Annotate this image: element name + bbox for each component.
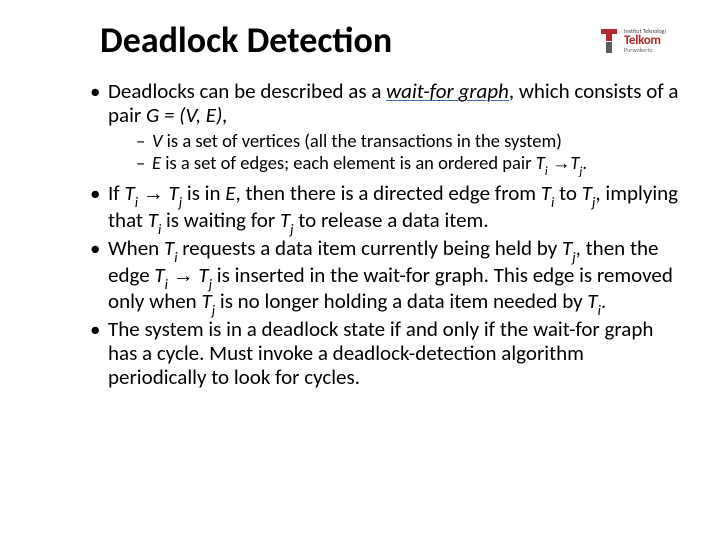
sub-bullet-list: V is a set of vertices (all the transact…: [108, 130, 680, 178]
text: T: [587, 288, 597, 314]
text: .: [601, 288, 606, 314]
text: T: [582, 180, 592, 206]
text: T: [164, 235, 174, 261]
bullet-4: The system is in a deadlock state if and…: [90, 318, 680, 390]
wait-for-term: wait-for graph: [386, 78, 509, 104]
text: T: [148, 207, 158, 233]
text: T: [541, 180, 551, 206]
text: T: [198, 262, 208, 288]
text: j: [579, 164, 582, 179]
text: If: [108, 180, 124, 206]
text: i: [545, 164, 548, 179]
text: to: [554, 180, 581, 206]
text: V: [152, 129, 163, 152]
logo-text: Institut Teknologi Telkom Purwokerto: [624, 28, 666, 53]
text: E: [225, 180, 235, 206]
arrow-icon: →: [173, 264, 194, 287]
logo-mark-icon: [598, 25, 620, 55]
text: , then there is a directed edge from: [236, 180, 541, 206]
text: i: [165, 275, 168, 293]
text: is in: [182, 180, 225, 206]
sub-bullet-1: V is a set of vertices (all the transact…: [136, 130, 680, 152]
text: requests a data item currently being hel…: [177, 235, 562, 261]
text: j: [209, 275, 212, 293]
text: When: [108, 235, 164, 261]
text: T: [168, 180, 178, 206]
text: T: [570, 151, 579, 174]
bullet-list: Deadlocks can be described as a wait-for…: [60, 80, 680, 390]
formula: G = (V, E),: [146, 102, 228, 128]
text: T: [154, 262, 164, 288]
bullet-3: When Ti requests a data item currently b…: [90, 237, 680, 316]
text: j: [592, 193, 595, 211]
text: E: [152, 151, 161, 174]
arrow-icon: →: [143, 182, 164, 205]
text: T: [562, 235, 572, 261]
text: i: [551, 193, 554, 211]
text: is no longer holding a data item needed …: [215, 288, 587, 314]
text: j: [179, 193, 182, 211]
logo-sub-label: Purwokerto: [624, 47, 666, 53]
text: T: [280, 207, 290, 233]
page-title: Deadlock Detection: [100, 18, 680, 62]
text: i: [135, 193, 138, 211]
bullet-1: Deadlocks can be described as a wait-for…: [90, 80, 680, 178]
text: T: [536, 151, 545, 174]
logo-brand: Telkom: [624, 34, 666, 47]
bullet-2: If Ti → Tj is in E, then there is a dire…: [90, 182, 680, 235]
text: is a set of vertices (all the transactio…: [163, 129, 562, 152]
text: T: [124, 180, 134, 206]
slide: Institut Teknologi Telkom Purwokerto Dea…: [0, 0, 720, 540]
text: i: [174, 248, 177, 266]
brand-logo: Institut Teknologi Telkom Purwokerto: [598, 18, 698, 62]
arrow-icon: →: [552, 152, 571, 173]
text: j: [572, 248, 575, 266]
sub-bullet-2: E is a set of edges; each element is an …: [136, 152, 680, 179]
text: Deadlocks can be described as a: [108, 78, 386, 104]
text: is a set of edges; each element is an or…: [161, 151, 536, 174]
text: to release a data item.: [294, 207, 489, 233]
